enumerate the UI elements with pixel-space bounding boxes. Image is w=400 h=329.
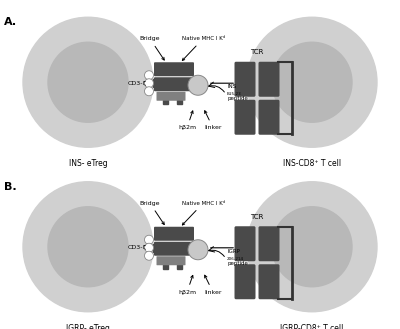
Circle shape [188, 240, 208, 260]
FancyBboxPatch shape [258, 264, 280, 299]
FancyBboxPatch shape [234, 100, 256, 135]
FancyBboxPatch shape [258, 226, 280, 261]
Circle shape [144, 251, 154, 260]
Circle shape [23, 17, 153, 147]
Bar [177, 259, 182, 269]
Circle shape [144, 71, 154, 80]
Circle shape [272, 42, 352, 122]
FancyBboxPatch shape [154, 242, 194, 256]
Circle shape [144, 87, 154, 96]
Text: Bridge: Bridge [140, 201, 164, 224]
Text: INS-CD8⁺ T cell: INS-CD8⁺ T cell [283, 159, 341, 168]
Circle shape [247, 17, 377, 147]
Bar [153, 79, 159, 87]
FancyBboxPatch shape [234, 226, 256, 261]
Circle shape [23, 182, 153, 312]
Circle shape [188, 75, 208, 95]
Text: IGRP-CD8⁺ T cell: IGRP-CD8⁺ T cell [280, 324, 344, 329]
Text: INS: INS [227, 84, 236, 89]
Text: hβ2m: hβ2m [178, 275, 196, 295]
Text: B15-23: B15-23 [227, 92, 242, 96]
Text: TCR: TCR [250, 214, 264, 220]
FancyBboxPatch shape [258, 100, 280, 135]
Text: peptide: peptide [227, 261, 248, 266]
Text: Bridge: Bridge [140, 36, 164, 60]
FancyBboxPatch shape [258, 62, 280, 97]
FancyBboxPatch shape [154, 62, 194, 76]
Circle shape [48, 42, 128, 122]
Text: INS- eTreg: INS- eTreg [69, 159, 107, 168]
Bar [163, 94, 168, 104]
FancyBboxPatch shape [156, 256, 186, 265]
Text: TCR: TCR [250, 49, 264, 55]
Circle shape [144, 243, 154, 252]
Text: IGRP: IGRP [227, 249, 240, 254]
Bar [163, 259, 168, 269]
Bar [177, 94, 182, 104]
Circle shape [144, 79, 154, 88]
Text: CD3-ζ: CD3-ζ [128, 245, 147, 250]
Text: peptide: peptide [227, 96, 248, 101]
Text: A.: A. [4, 17, 17, 27]
Circle shape [144, 235, 154, 244]
Text: linker: linker [204, 275, 222, 295]
Circle shape [48, 207, 128, 287]
Text: hβ2m: hβ2m [178, 111, 196, 130]
Text: 206-214: 206-214 [227, 257, 244, 261]
Text: IGRP- eTreg: IGRP- eTreg [66, 324, 110, 329]
FancyBboxPatch shape [154, 77, 194, 91]
Text: CD3-ζ: CD3-ζ [128, 81, 147, 86]
Text: Native MHC I Kᵈ: Native MHC I Kᵈ [182, 201, 224, 225]
Bar [153, 244, 159, 252]
Text: linker: linker [204, 111, 222, 130]
Text: B.: B. [4, 182, 17, 192]
FancyBboxPatch shape [156, 92, 186, 101]
Circle shape [272, 207, 352, 287]
FancyBboxPatch shape [154, 227, 194, 241]
FancyBboxPatch shape [234, 62, 256, 97]
FancyBboxPatch shape [234, 264, 256, 299]
Text: Native MHC I Kᵈ: Native MHC I Kᵈ [182, 36, 224, 61]
Circle shape [247, 182, 377, 312]
